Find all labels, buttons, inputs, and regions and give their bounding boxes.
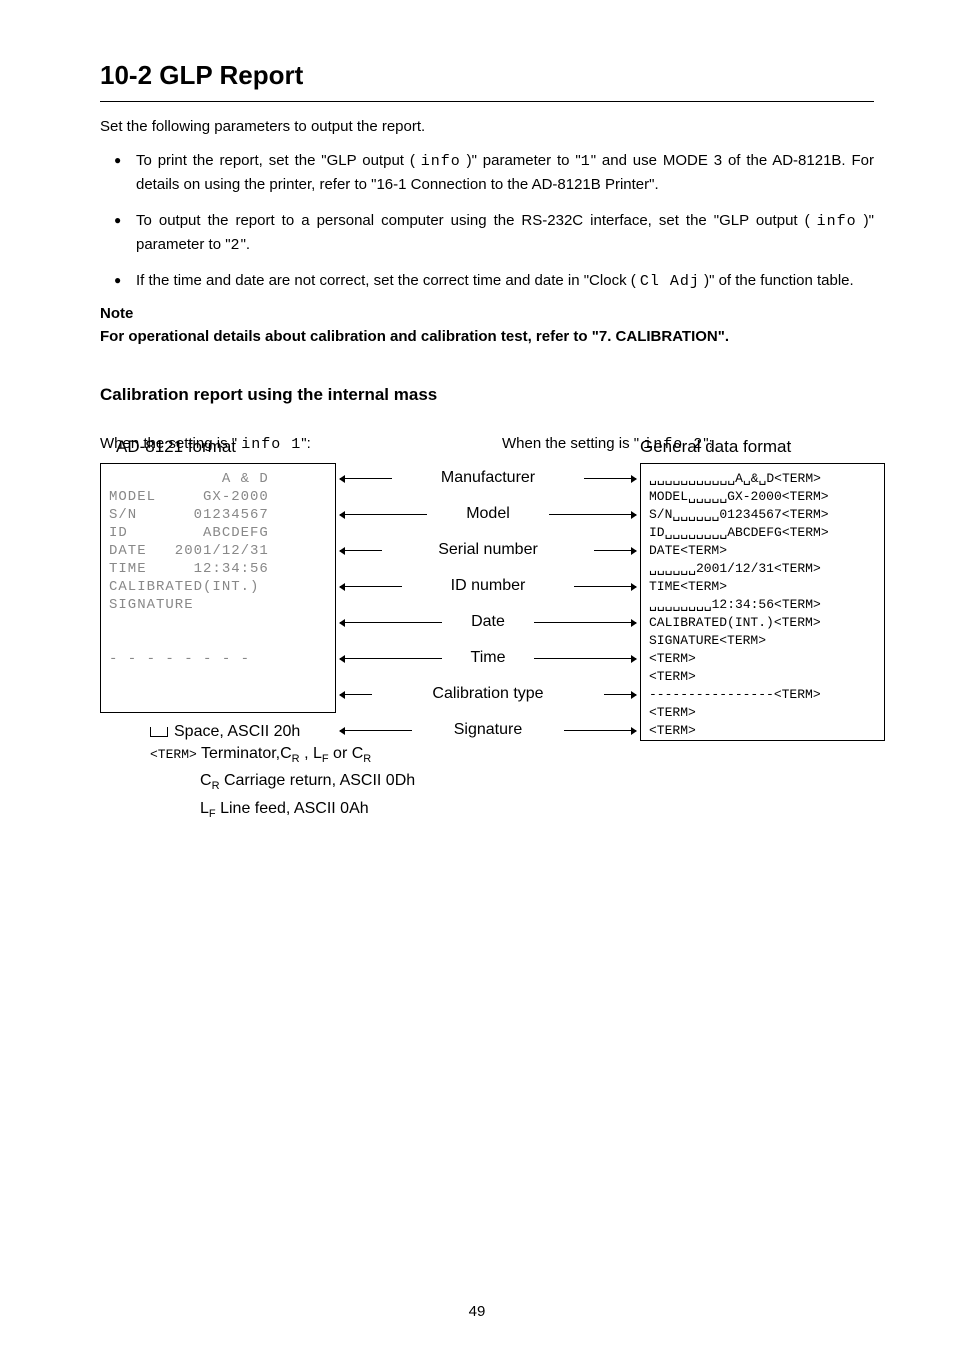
seg-text: Cl Adj <box>640 273 700 290</box>
bullet-list: To print the report, set the "GLP output… <box>100 149 874 293</box>
annotation-row: ID number <box>336 577 640 595</box>
ad8121-format-box: A & D MODEL GX-2000 S/N 01234567 ID ABCD… <box>100 463 336 713</box>
left-format-title: AD-8121 format <box>116 437 236 457</box>
seg-text: info <box>817 213 857 230</box>
legend-term: <TERM> Terminator,CR , LF or CR <box>150 743 415 770</box>
text: To output the report to a personal compu… <box>136 212 817 229</box>
annotation-label: Date <box>469 613 507 631</box>
bullet-item: To print the report, set the "GLP output… <box>136 149 874 197</box>
right-format-title: General data format <box>640 437 791 457</box>
legend-cr: CR Carriage return, ASCII 0Dh <box>150 770 415 797</box>
annotation-label: Manufacturer <box>439 469 537 487</box>
text: L <box>313 745 322 762</box>
annotation-row: Serial number <box>336 541 640 559</box>
section-heading: 10-2 GLP Report <box>100 60 874 91</box>
text: Space, ASCII 20h <box>174 723 300 740</box>
text: ": <box>301 435 311 452</box>
format-diagram: AD-8121 format General data format A & D… <box>100 463 874 793</box>
text: ". <box>241 236 251 253</box>
text: R <box>363 753 371 765</box>
text: When the setting is " <box>502 435 643 452</box>
text: L <box>200 800 209 817</box>
seg-text: 2 <box>231 237 241 254</box>
text: <TERM> <box>150 747 197 762</box>
text: )" of the function table. <box>700 272 854 289</box>
annotation-label: Signature <box>452 721 525 739</box>
text: F <box>209 808 216 820</box>
text: C <box>352 745 364 762</box>
text: , <box>300 745 313 762</box>
subsection-heading: Calibration report using the internal ma… <box>100 385 874 405</box>
text: To print the report, set the "GLP output… <box>136 152 421 169</box>
space-symbol-icon <box>150 727 168 737</box>
text: If the time and date are not correct, se… <box>136 272 640 289</box>
text: C <box>280 745 292 762</box>
note-text: For operational details about calibratio… <box>100 328 874 345</box>
text: )" parameter to " <box>461 152 581 169</box>
annotation-label: Calibration type <box>430 685 545 703</box>
divider <box>100 101 874 102</box>
text: C <box>200 772 212 789</box>
text: or <box>329 745 352 762</box>
bullet-item: To output the report to a personal compu… <box>136 209 874 258</box>
annotation-row: Time <box>336 649 640 667</box>
annotation-row: Manufacturer <box>336 469 640 487</box>
legend-space: Space, ASCII 20h <box>150 721 415 743</box>
annotation-label: Model <box>464 505 512 523</box>
annotation-label: Time <box>469 649 508 667</box>
legend-lf: LF Line feed, ASCII 0Ah <box>150 798 415 825</box>
note-label: Note <box>100 305 874 322</box>
seg-text: info 1 <box>241 436 301 453</box>
annotation-label: ID number <box>449 577 528 595</box>
legend: Space, ASCII 20h <TERM> Terminator,CR , … <box>150 721 415 825</box>
seg-text: info <box>421 153 461 170</box>
text: Terminator, <box>197 745 280 762</box>
text: F <box>322 753 329 765</box>
seg-text: 1 <box>581 153 591 170</box>
intro-text: Set the following parameters to output t… <box>100 118 874 135</box>
text: Line feed, ASCII 0Ah <box>216 800 369 817</box>
general-format-box: ␣␣␣␣␣␣␣␣␣␣␣A␣&␣D<TERM> MODEL␣␣␣␣␣GX-2000… <box>640 463 885 741</box>
annotation-row: Calibration type <box>336 685 640 703</box>
annotation-label: Serial number <box>436 541 540 559</box>
annotation-row: Date <box>336 613 640 631</box>
text: R <box>212 781 220 793</box>
text: Carriage return, ASCII 0Dh <box>220 772 416 789</box>
page-number: 49 <box>0 1303 954 1320</box>
center-labels: ManufacturerModelSerial numberID numberD… <box>336 463 640 607</box>
bullet-item: If the time and date are not correct, se… <box>136 269 874 293</box>
text: R <box>292 753 300 765</box>
annotation-row: Model <box>336 505 640 523</box>
